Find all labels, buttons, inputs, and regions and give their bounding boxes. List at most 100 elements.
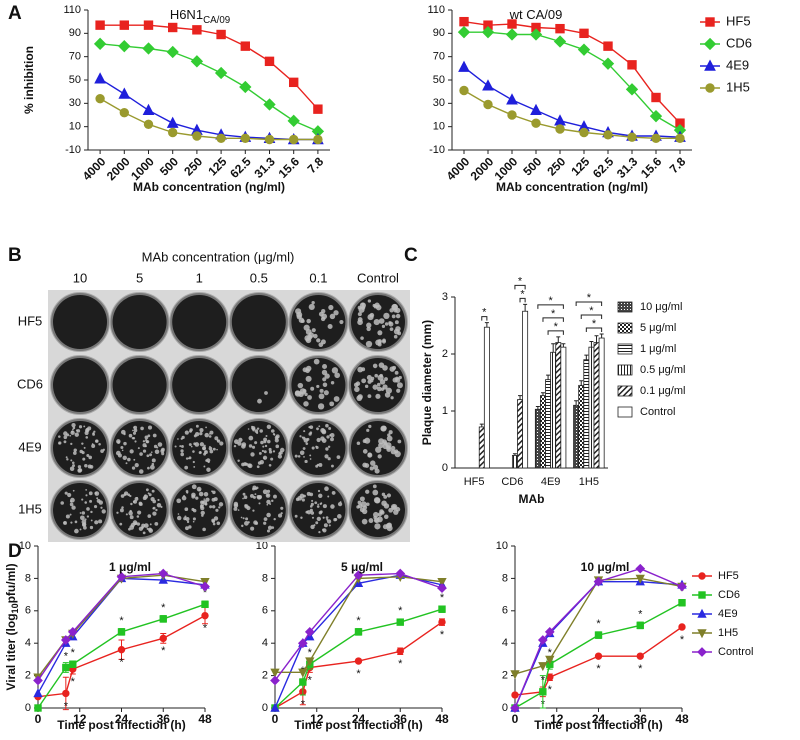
plaque	[203, 465, 206, 468]
plaque	[278, 513, 283, 518]
y-tick-label: 2	[25, 670, 31, 682]
plaque	[69, 466, 75, 472]
plaque	[71, 430, 74, 433]
series-line	[274, 608, 443, 709]
y-tick-label: 110	[63, 4, 81, 16]
marker	[553, 35, 567, 48]
plaque	[333, 396, 340, 402]
plaque	[264, 444, 268, 448]
significance-bracket	[481, 316, 488, 321]
plaque	[381, 324, 386, 329]
well-interior	[231, 295, 286, 349]
plaque	[156, 446, 159, 449]
marker	[437, 583, 447, 593]
marker	[116, 571, 127, 582]
plaque	[378, 318, 385, 324]
significance: *	[596, 663, 601, 675]
plaque	[382, 524, 388, 530]
plaque	[132, 431, 137, 435]
error-bar	[484, 322, 489, 328]
legend-label: Control	[640, 406, 675, 418]
plaque	[317, 403, 325, 410]
series-line	[37, 615, 206, 698]
x-tick-label: 125	[205, 154, 229, 178]
plaque	[322, 382, 328, 388]
plaque	[154, 521, 159, 526]
plaque	[71, 505, 76, 510]
bar	[517, 399, 523, 469]
plaque	[301, 498, 305, 502]
plaque	[212, 447, 216, 451]
plaque	[179, 445, 182, 448]
plaque	[155, 508, 158, 512]
plaque	[272, 450, 276, 453]
significance: *	[64, 650, 69, 662]
error-bar	[579, 380, 584, 386]
legend-label: HF5	[726, 13, 751, 28]
plaque	[374, 468, 380, 474]
significance: *	[518, 275, 523, 287]
marker	[304, 626, 315, 637]
marker	[69, 660, 77, 668]
plaque	[299, 435, 302, 438]
plaque	[188, 525, 192, 529]
marker	[544, 626, 555, 637]
plaque	[69, 500, 73, 503]
plaque-title: MAb concentration (μg/ml)	[142, 249, 295, 264]
plaque	[266, 494, 269, 497]
plaque	[198, 489, 201, 492]
plaque	[212, 490, 216, 495]
plaque	[294, 390, 300, 396]
marker	[482, 79, 494, 91]
plaque	[256, 427, 260, 430]
plaque	[375, 393, 381, 399]
plaque	[252, 485, 257, 490]
plaque	[357, 312, 362, 317]
marker	[216, 133, 226, 144]
plaque	[376, 386, 382, 392]
plaque	[139, 452, 143, 456]
plaque	[366, 326, 371, 332]
plaque	[120, 446, 124, 450]
plaque	[144, 435, 149, 440]
plaque	[319, 388, 324, 393]
marker	[678, 623, 686, 631]
legend-label: 0.1 μg/ml	[640, 385, 685, 397]
plaque	[128, 527, 131, 531]
well-interior	[112, 483, 167, 537]
plaque	[258, 502, 261, 505]
plaque	[373, 517, 380, 524]
plaque	[367, 299, 372, 303]
marker	[142, 42, 155, 55]
plaque	[209, 445, 211, 448]
plaque	[329, 432, 335, 438]
error-bar	[574, 400, 579, 406]
plaque	[233, 503, 239, 508]
plaque	[267, 439, 271, 444]
significance: *	[548, 647, 553, 659]
significance-bracket	[542, 317, 564, 322]
bar	[560, 346, 567, 469]
plaque	[306, 318, 311, 324]
plaque	[310, 511, 315, 515]
plaque	[142, 531, 146, 535]
significance: *	[596, 618, 601, 630]
x-tick-label: 12	[310, 712, 324, 726]
plaque	[308, 332, 314, 339]
plaque	[311, 516, 315, 519]
marker	[603, 41, 613, 51]
plaque	[397, 439, 402, 444]
marker	[159, 634, 167, 643]
plaque	[367, 452, 372, 457]
significance: *	[548, 684, 553, 696]
plaque	[327, 457, 331, 461]
significance: *	[551, 308, 556, 320]
plaque	[263, 437, 268, 442]
plaque	[116, 439, 121, 444]
error-bar	[535, 405, 540, 410]
plaque	[316, 437, 321, 443]
plaque	[322, 363, 328, 369]
marker	[354, 628, 363, 636]
significance-bracket	[580, 314, 603, 320]
plaque	[200, 506, 205, 511]
